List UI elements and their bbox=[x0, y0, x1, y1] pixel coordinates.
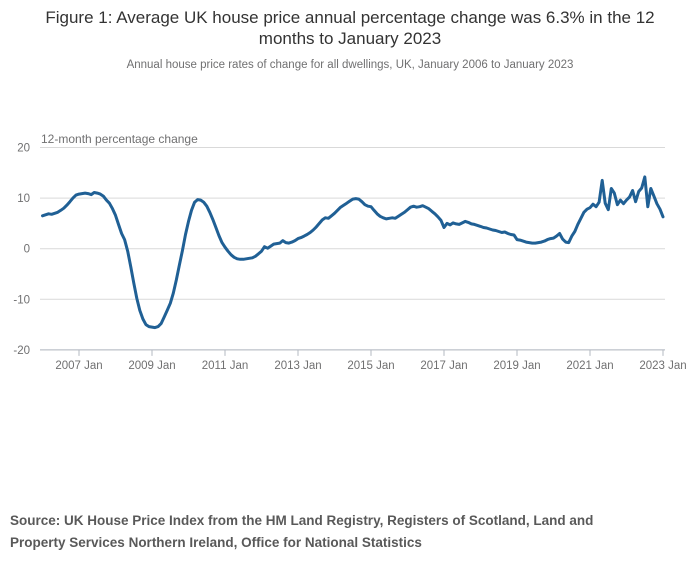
y-axis-title: 12-month percentage change bbox=[41, 132, 198, 146]
chart-title: Figure 1: Average UK house price annual … bbox=[45, 8, 655, 48]
figure-page: Figure 1: Average UK house price annual … bbox=[0, 0, 700, 550]
x-tick-label: 2023 Jan bbox=[639, 360, 686, 372]
y-tick-label: 10 bbox=[17, 193, 30, 205]
y-tick-label: 0 bbox=[24, 244, 30, 256]
line-chart-svg: 20 10 0 -10 -20 2007 Jan 2009 Jan 2011 Jan 2013 … bbox=[13, 143, 686, 372]
y-tick-label: -10 bbox=[13, 294, 30, 306]
x-tick-label: 2021 Jan bbox=[566, 360, 613, 372]
series-line bbox=[41, 175, 665, 330]
x-tick-label: 2013 Jan bbox=[274, 360, 321, 372]
chart-plot-area: 12-month percentage change 20 10 0 -10 -20 20… bbox=[0, 127, 700, 387]
chart-subtitle: Annual house price rates of change for a… bbox=[126, 59, 574, 71]
x-tick-label: 2011 Jan bbox=[202, 360, 248, 372]
x-tick-label: 2007 Jan bbox=[55, 360, 102, 372]
y-tick-label: -20 bbox=[13, 345, 30, 357]
x-tick-label: 2009 Jan bbox=[128, 360, 175, 372]
x-tick-label: 2019 Jan bbox=[493, 360, 540, 372]
chart-header: Figure 1: Average UK house price annual … bbox=[0, 0, 700, 71]
y-tick-label: 20 bbox=[17, 143, 30, 155]
source-note: Source: UK House Price Index from the HM… bbox=[10, 513, 594, 550]
x-tick-label: 2015 Jan bbox=[347, 360, 394, 372]
x-tick-label: 2017 Jan bbox=[420, 360, 467, 372]
